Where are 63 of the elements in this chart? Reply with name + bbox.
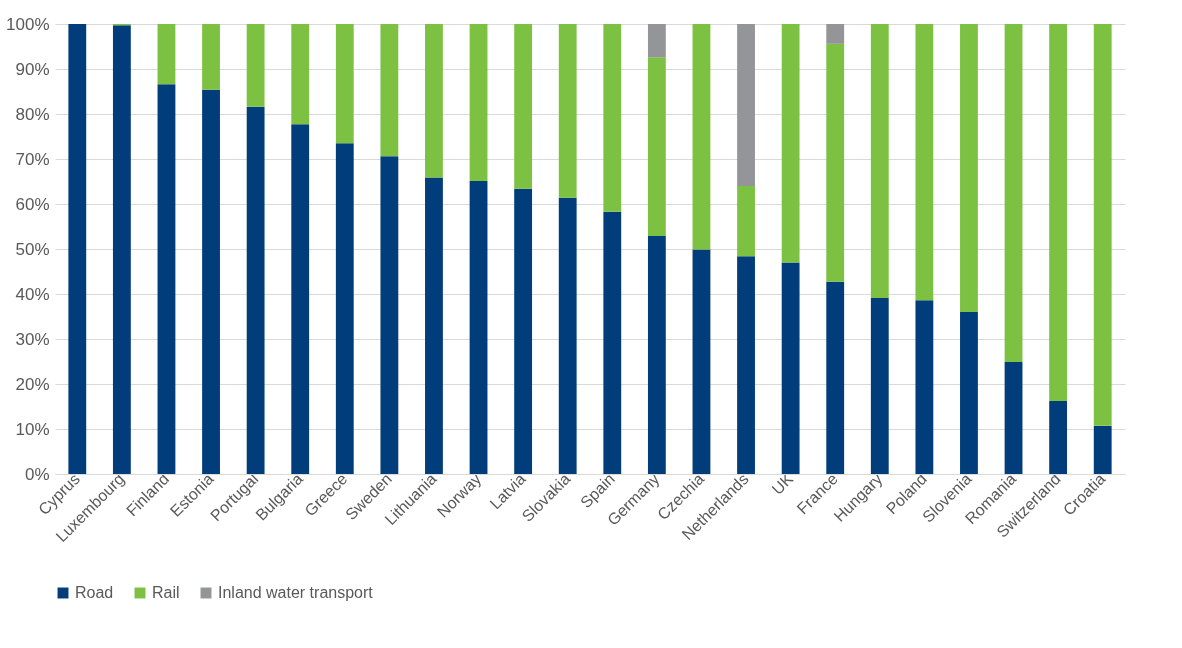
- bar: [1004, 361, 1023, 474]
- legend-label: Rail: [152, 584, 180, 601]
- bar: [558, 24, 577, 198]
- y-tick-label: 90%: [15, 59, 50, 79]
- legend-label: Inland water transport: [218, 584, 374, 601]
- bar: [558, 197, 577, 474]
- bar: [647, 57, 666, 236]
- bar: [781, 24, 800, 263]
- bar: [1049, 24, 1068, 402]
- bar: [647, 235, 666, 474]
- bar: [202, 89, 220, 474]
- bar: [603, 24, 622, 212]
- bar: [960, 312, 978, 474]
- bar: [514, 188, 533, 474]
- bar: [514, 24, 533, 189]
- bar: [1004, 24, 1023, 362]
- bar: [202, 24, 220, 90]
- bar: [1049, 401, 1068, 474]
- bar: [157, 84, 176, 474]
- bar: [291, 24, 310, 125]
- bar: [870, 24, 889, 299]
- bar: [915, 24, 934, 301]
- bar: [915, 300, 934, 474]
- bar: [737, 256, 755, 474]
- y-tick-label: 30%: [15, 329, 50, 349]
- y-tick-label: 70%: [15, 149, 50, 169]
- bar: [692, 249, 711, 474]
- bar: [157, 24, 176, 85]
- bar: [826, 43, 845, 282]
- legend-label: Road: [75, 584, 114, 601]
- bar: [291, 124, 310, 474]
- bar: [826, 281, 845, 474]
- y-tick-label: 40%: [15, 284, 50, 304]
- bar: [425, 24, 443, 178]
- y-tick-label: 50%: [15, 239, 50, 259]
- y-tick-label: 20%: [15, 374, 50, 394]
- bar: [870, 298, 889, 474]
- x-tick-label: UK: [768, 469, 797, 498]
- y-tick-label: 100%: [6, 14, 50, 34]
- bar: [960, 24, 978, 312]
- bar: [692, 24, 711, 250]
- y-tick-label: 10%: [15, 419, 50, 439]
- bar: [469, 24, 488, 182]
- bar: [335, 143, 354, 474]
- bar: [425, 177, 443, 474]
- y-tick-label: 60%: [15, 194, 50, 214]
- bar: [826, 24, 845, 44]
- bar: [1093, 425, 1112, 474]
- bar: [1093, 24, 1112, 426]
- bar: [68, 24, 87, 474]
- y-tick-label: 80%: [15, 104, 50, 124]
- bar: [647, 24, 666, 58]
- bar: [737, 24, 755, 186]
- bar: [335, 24, 354, 144]
- bar: [781, 262, 800, 474]
- bar: [469, 181, 488, 474]
- bar: [380, 156, 399, 474]
- bar: [112, 25, 131, 474]
- bar: [380, 24, 399, 157]
- bar: [603, 211, 622, 474]
- bar: [246, 24, 265, 107]
- bar: [246, 106, 265, 474]
- bar: [737, 186, 755, 257]
